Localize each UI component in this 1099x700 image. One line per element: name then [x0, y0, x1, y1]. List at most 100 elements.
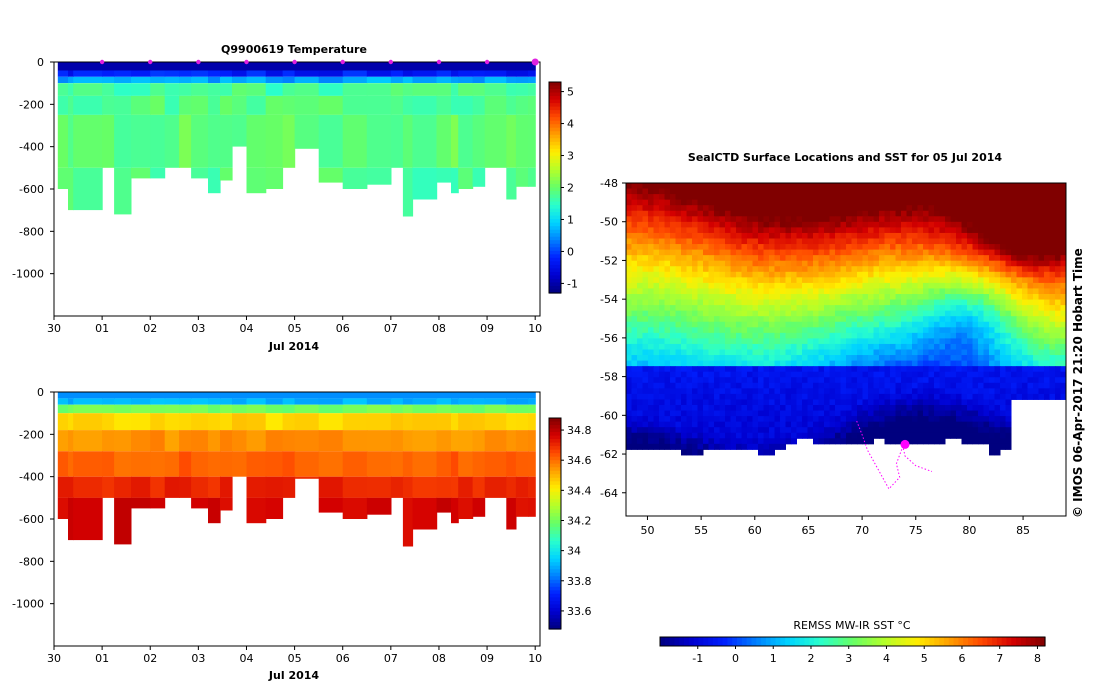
section-cell	[515, 430, 529, 452]
sst-cell	[978, 382, 984, 389]
sst-cell	[642, 410, 649, 417]
sst-cell	[950, 349, 957, 356]
sst-cell	[989, 244, 995, 251]
section-cell	[528, 404, 536, 414]
sst-cell	[692, 188, 698, 195]
sst-cell	[741, 294, 748, 301]
sst-cell	[972, 377, 979, 384]
sst-cell	[884, 405, 891, 412]
sst-cell	[626, 221, 632, 228]
sst-cell	[714, 443, 720, 450]
sst-cell	[1000, 199, 1006, 206]
colorbar-swatch	[660, 637, 666, 646]
sst-cell	[769, 205, 775, 212]
sst-cell	[851, 221, 858, 228]
sst-cell	[785, 194, 792, 201]
sst-cell	[983, 205, 990, 212]
section-cell	[515, 95, 529, 115]
colorbar-swatch	[549, 278, 561, 284]
sst-cell	[747, 271, 753, 278]
sst-cell	[659, 288, 665, 295]
colorbar-tick-label: 1	[770, 652, 777, 665]
sst-cell	[774, 410, 781, 417]
sst-cell	[697, 405, 704, 412]
sst-cell	[703, 271, 709, 278]
sst-cell	[692, 355, 698, 362]
sst-cell	[824, 255, 830, 262]
sst-cell	[785, 416, 792, 423]
sst-cell	[670, 366, 676, 373]
section-cell	[402, 404, 414, 414]
sst-cell	[967, 299, 973, 306]
sst-cell	[703, 327, 709, 334]
sst-cell	[994, 210, 1001, 217]
sst-cell	[1005, 277, 1012, 284]
sst-cell	[703, 355, 709, 362]
sst-cell	[736, 438, 742, 445]
sst-cell	[917, 277, 924, 284]
sst-cell	[1033, 355, 1039, 362]
colorbar-swatch	[549, 120, 561, 125]
sst-cell	[730, 421, 737, 428]
sst-cell	[736, 360, 742, 367]
sst-cell	[719, 332, 726, 339]
section-cell	[515, 392, 529, 399]
sst-cell	[983, 255, 990, 262]
sst-cell	[1016, 316, 1023, 323]
section-cell	[191, 398, 209, 405]
sst-cell	[989, 399, 995, 406]
sst-cell	[1011, 238, 1017, 245]
sst-cell	[890, 238, 896, 245]
sst-cell	[851, 244, 858, 251]
sst-cell	[631, 277, 638, 284]
sst-cell	[928, 221, 935, 228]
sst-cell	[884, 338, 891, 345]
sst-cell	[994, 199, 1001, 206]
x-tick-label: 85	[1016, 524, 1030, 537]
sst-cell	[714, 427, 720, 434]
sst-cell	[846, 216, 852, 223]
sst-cell	[719, 377, 726, 384]
sst-cell	[989, 266, 995, 273]
sst-cell	[653, 310, 660, 317]
sst-cell	[719, 382, 726, 389]
x-tick-label: 06	[336, 322, 350, 335]
sst-cell	[1033, 238, 1039, 245]
sst-cell	[1038, 388, 1045, 395]
sst-cell	[978, 260, 984, 267]
sst-cell	[851, 405, 858, 412]
section-cell	[246, 62, 267, 71]
sst-cell	[763, 393, 770, 400]
sst-cell	[791, 310, 797, 317]
sst-cell	[631, 216, 638, 223]
sst-cell	[829, 277, 836, 284]
sst-cell	[934, 438, 940, 445]
sst-cell	[846, 316, 852, 323]
sst-cell	[989, 327, 995, 334]
sst-cell	[675, 266, 682, 273]
sst-cell	[857, 327, 863, 334]
sst-cell	[653, 316, 660, 323]
sst-cell	[945, 221, 951, 228]
sst-cell	[807, 316, 814, 323]
sst-cell	[697, 416, 704, 423]
sst-cell	[1049, 205, 1056, 212]
sst-cell	[780, 194, 786, 201]
sst-cell	[670, 288, 676, 295]
sst-cell	[972, 321, 979, 328]
section-cell	[342, 70, 368, 77]
y-tick-label: -1000	[12, 268, 44, 281]
sst-cell	[917, 332, 924, 339]
sst-cell	[1000, 438, 1006, 445]
sst-cell	[736, 299, 742, 306]
sst-cell	[664, 244, 671, 251]
sst-cell	[1005, 366, 1012, 373]
sst-cell	[884, 282, 891, 289]
sst-cell	[730, 377, 737, 384]
sst-cell	[972, 393, 979, 400]
sst-cell	[956, 221, 962, 228]
sst-cell	[703, 316, 709, 323]
sst-cell	[780, 338, 786, 345]
colorbar-swatch	[842, 637, 849, 646]
sst-cell	[807, 260, 814, 267]
